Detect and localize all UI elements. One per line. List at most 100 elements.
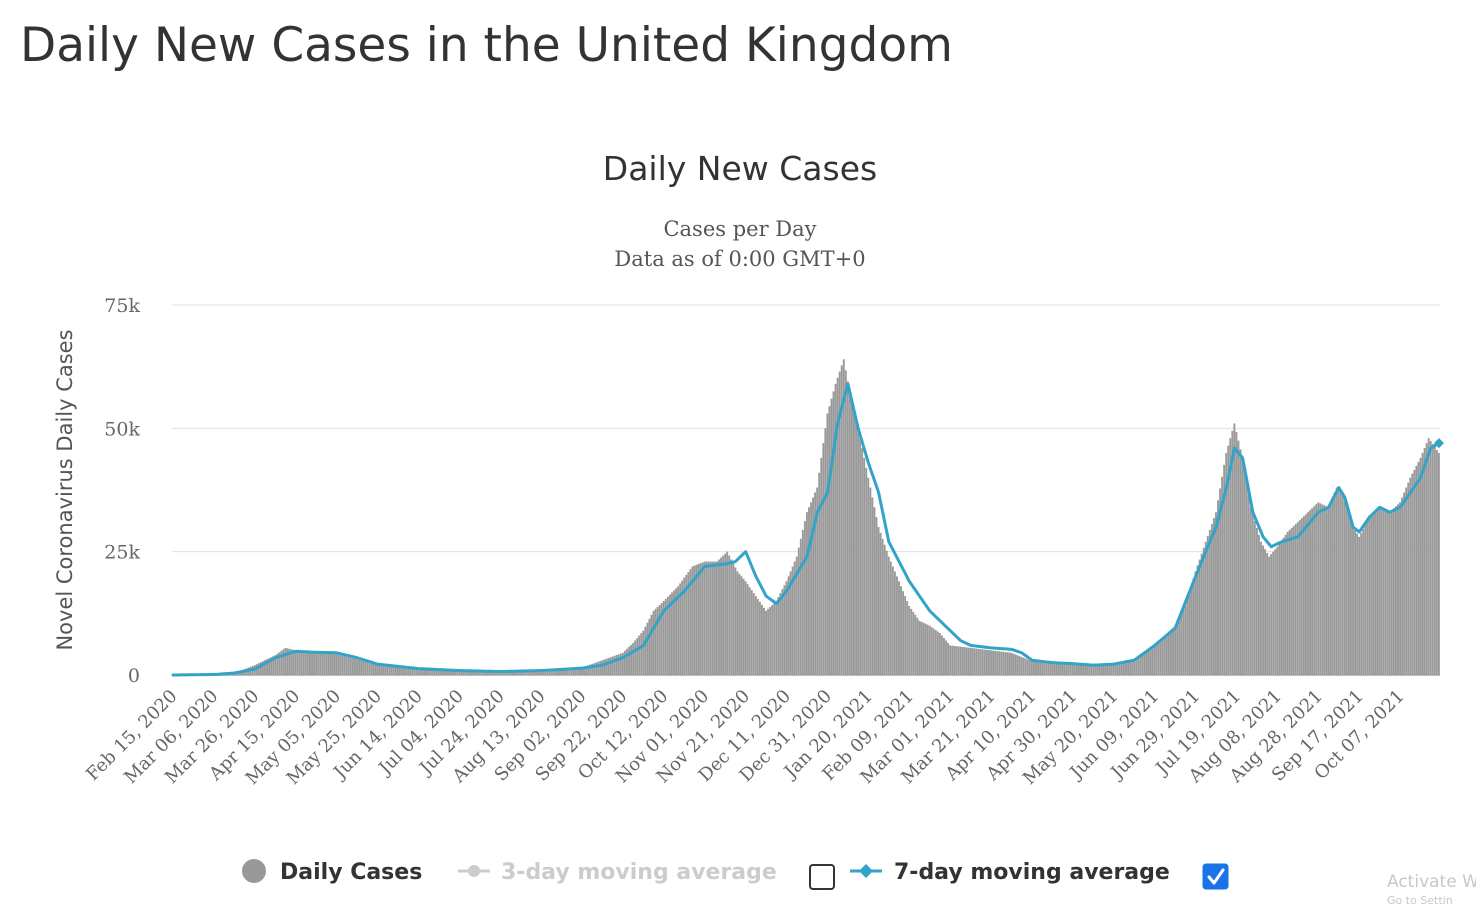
daily-cases-bar [340,655,342,675]
daily-cases-bar [640,633,642,675]
daily-cases-bar [847,381,849,675]
daily-cases-bar [1366,521,1368,675]
daily-cases-bar [370,663,372,675]
daily-cases-bar [1256,528,1258,675]
daily-cases-bar [876,517,878,675]
daily-cases-bar [753,593,755,675]
daily-cases-bar [925,624,927,675]
daily-cases-bar [1072,664,1074,675]
daily-cases-bar [358,660,360,675]
daily-cases-bar [886,551,888,675]
daily-cases-bar [1015,654,1017,675]
daily-cases-bar [976,649,978,675]
daily-cases-bar [1244,470,1246,675]
daily-cases-bar [1315,504,1317,675]
daily-cases-bar [1311,508,1313,675]
daily-cases-bar [779,593,781,675]
daily-cases-bar [818,473,820,675]
daily-cases-bar [857,430,859,675]
daily-cases-bar [1420,458,1422,675]
daily-cases-bar [1017,655,1019,675]
daily-cases-bar [342,656,344,675]
daily-cases-bar [1195,571,1197,675]
daily-cases-bar [1084,665,1086,675]
daily-cases-bar [1340,492,1342,675]
daily-cases-bar [399,667,401,675]
daily-cases-bar [996,651,998,675]
daily-cases-bar [346,657,348,675]
daily-cases-bar [389,666,391,675]
daily-cases-bar [880,533,882,675]
daily-cases-bar [1066,664,1068,675]
daily-cases-bar [1397,504,1399,675]
daily-cases-bar [1013,654,1015,675]
daily-cases-bar [1127,661,1129,675]
daily-cases-bar [610,657,612,675]
daily-cases-bar [391,666,393,675]
daily-cases-bar [1276,547,1278,675]
daily-cases-bar [945,640,947,675]
daily-cases-bar [1342,495,1344,675]
daily-cases-bar [921,622,923,675]
daily-cases-bar [1407,483,1409,675]
daily-cases-bar [884,545,886,675]
daily-cases-bar [628,647,630,675]
daily-cases-bar [395,667,397,675]
daily-cases-bar [305,652,307,675]
daily-cases-bar [638,636,640,675]
daily-cases-bar [1166,634,1168,675]
daily-cases-bar [927,625,929,675]
daily-cases-bar [1413,470,1415,675]
daily-cases-bar [769,607,771,675]
daily-cases-bar [299,651,301,675]
daily-cases-bar [1125,662,1127,675]
daily-cases-bar [1325,506,1327,675]
daily-cases-bar [949,645,951,675]
daily-cases-bar [1354,530,1356,675]
daily-cases-bar [626,649,628,675]
daily-cases-bar [765,611,767,675]
daily-cases-bar [309,652,311,675]
daily-cases-bar [1287,532,1289,675]
daily-cases-bar [974,648,976,675]
daily-cases-bar [722,556,724,675]
daily-cases-bar [908,606,910,675]
daily-cases-bar [1205,542,1207,675]
daily-cases-bar [828,406,830,675]
daily-cases-bar [773,603,775,675]
daily-cases-bar [1182,610,1184,675]
daily-cases-bar [890,562,892,675]
daily-cases-bar [634,640,636,675]
daily-cases-bar [303,651,305,675]
legend-daily-cases-marker [242,859,266,883]
daily-cases-bar [831,399,833,675]
daily-cases-bar [1143,653,1145,675]
daily-cases-bar [368,663,370,675]
legend-3day-checkbox[interactable] [810,865,834,889]
daily-cases-bar [1233,423,1235,675]
legend-7day-checkbox[interactable] [1203,864,1228,889]
daily-cases-bar [1379,507,1381,675]
daily-cases-bar [822,443,824,675]
daily-cases-bar [1004,652,1006,675]
daily-cases-bar [714,562,716,675]
daily-cases-bar [1428,438,1430,675]
daily-cases-bar [1274,549,1276,675]
watermark-text: Activate W [1387,872,1476,892]
daily-cases-bar [1070,664,1072,675]
daily-cases-bar [863,458,865,675]
daily-cases-bar [882,539,884,675]
daily-cases-bar [914,615,916,675]
daily-cases-bar [734,567,736,675]
daily-cases-bar [1197,565,1199,675]
daily-cases-bar [867,478,869,675]
daily-cases-bar [387,666,389,675]
daily-cases-bar [998,651,1000,675]
daily-cases-bar [775,601,777,675]
daily-cases-bar [810,502,812,675]
daily-cases-bar [994,651,996,675]
daily-cases-bar [1368,517,1370,675]
daily-cases-bar [1193,578,1195,675]
daily-cases-bar [732,564,734,675]
